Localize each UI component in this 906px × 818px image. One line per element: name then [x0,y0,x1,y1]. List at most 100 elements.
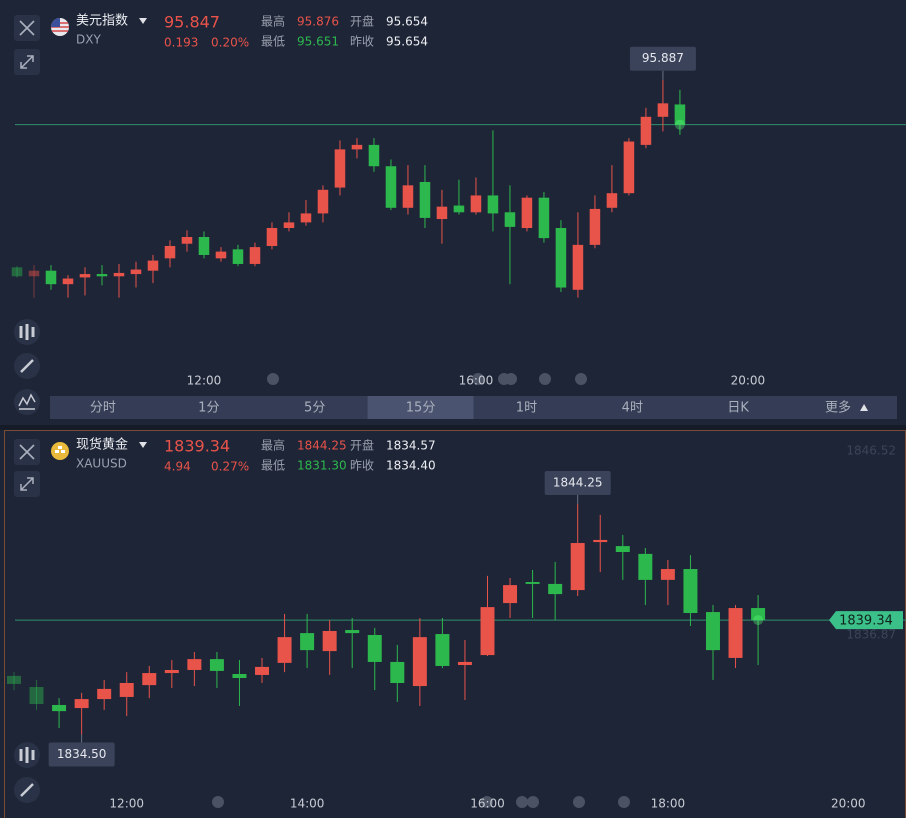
candle-body [113,272,125,277]
x-tick-label: 20:00 [731,374,766,388]
candle-tool[interactable] [14,319,40,345]
candle-body [232,249,244,264]
candle-tool[interactable] [14,742,40,768]
quote-value: 95.654 [386,15,428,29]
candle-body [751,608,766,621]
candle-body [181,236,193,244]
quote-label: 最低 [261,35,285,49]
quote-label: 最低 [261,459,285,473]
change: 0.193 [164,36,198,50]
close-button[interactable] [14,15,40,41]
candle-body [390,661,405,683]
candle-body [615,546,630,553]
price-marker-label: 1844.25 [553,476,603,490]
dropdown-arrow[interactable] [139,18,147,24]
timeframe-option[interactable]: 日K [727,401,749,416]
candle-body [164,669,179,674]
candle-body [96,274,108,277]
candle-body [589,208,601,245]
candle-body [638,553,653,580]
candle-body [521,197,533,229]
price-tag-label: 1839.34 [839,614,893,629]
timeframe-option[interactable]: 分时 [90,401,116,416]
candle-body [402,185,414,208]
dropdown-arrow[interactable] [139,442,147,448]
candle-body [74,699,89,709]
candle-body [470,195,482,213]
candle-body [412,637,427,687]
panel-divider [0,425,906,430]
candle-body [572,244,584,290]
candle-body [555,228,567,288]
price-marker-label: 1834.50 [57,747,107,761]
candle-body [28,270,40,277]
quote-label: 开盘 [350,438,374,453]
expand-button[interactable] [14,471,40,497]
candle-body [504,212,516,227]
candle-body [570,543,585,591]
x-tick-label: 16:00 [459,374,494,388]
candle-body [249,247,261,264]
candle-body [538,197,550,239]
indicator-tool[interactable] [14,389,40,415]
change-percent: 0.27% [211,460,249,474]
candle-body [351,144,363,150]
candle-body [198,236,210,255]
timeframe-option[interactable]: 1分 [198,401,219,416]
last-price: 1839.34 [164,437,230,456]
draw-tool[interactable] [14,353,40,379]
candle-body [640,116,652,145]
timeframe-option[interactable]: 15分 [406,401,436,416]
x-tick-label: 16:00 [470,797,505,811]
price-marker-box [629,46,696,71]
candle-body [266,228,278,246]
timeframe-option[interactable]: 5分 [304,401,325,416]
candle-body [487,195,499,214]
timeframe-bar: 分时 1分 5分 15分 1时 4时 日K 更多 [50,396,897,419]
timeframe-option[interactable]: 更多 [825,400,851,416]
us-flag-icon [51,18,69,36]
candle-body [147,260,159,271]
candle-body [593,539,608,543]
price-marker-box [48,742,115,767]
symbol-name: 美元指数 [76,14,128,29]
quote-label: 最高 [261,14,285,29]
quote-value: 95.651 [297,35,339,49]
timeframe-option[interactable]: 1时 [516,401,537,416]
candle-body [419,181,431,218]
candle-body [657,103,669,117]
candle-body [52,704,67,712]
candle-body [436,206,448,220]
quote-label: 昨收 [350,459,374,473]
last-glow [674,119,685,130]
more-arrow [860,404,869,411]
price-scale-label: 1836.87 [846,628,896,642]
candle-body [283,222,295,229]
candle-body [435,634,450,666]
candle-body [525,582,540,584]
quote-value: 1834.40 [386,459,436,473]
close-button[interactable] [14,439,40,465]
candle-body [503,585,518,604]
symbol-code: DXY [76,33,101,47]
last-glow [753,615,764,626]
candle-body [368,144,380,167]
quote-value: 1834.57 [386,439,436,453]
candle-body [334,149,346,188]
draw-tool[interactable] [14,777,40,803]
candle-body [385,166,397,208]
expand-button[interactable] [14,49,40,75]
quote-value: 1831.30 [297,459,347,473]
x-tick-label: 18:00 [651,797,686,811]
candle-body [623,141,635,194]
candle-body [457,661,472,666]
candle-body [345,630,360,634]
timeframe-option[interactable]: 4时 [622,401,643,416]
x-tick-label: 20:00 [831,797,866,811]
change: 4.94 [164,460,191,474]
candle-body [79,274,91,278]
gold-icon [51,442,69,460]
quote-value: 95.876 [297,15,339,29]
last-price: 95.847 [164,13,220,32]
